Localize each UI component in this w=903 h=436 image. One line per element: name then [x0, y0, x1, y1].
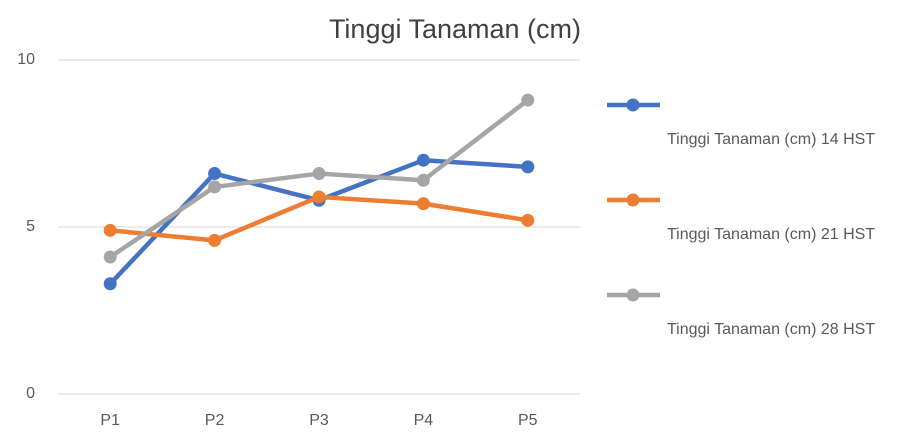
x-tick-label: P1 [100, 412, 120, 429]
data-point [312, 167, 326, 181]
data-point [208, 167, 222, 181]
legend-label: Tinggi Tanaman (cm) 28 HST [667, 321, 876, 338]
data-point [416, 173, 430, 187]
data-point [103, 277, 117, 291]
data-point [103, 223, 117, 237]
x-tick-label: P5 [518, 412, 538, 429]
data-point [521, 93, 535, 107]
x-tick-label: P4 [414, 412, 434, 429]
legend-label-box: Tinggi Tanaman (cm) 14 HST [667, 131, 876, 148]
data-point [521, 160, 535, 174]
legend-label: Tinggi Tanaman (cm) 14 HST [667, 131, 876, 148]
data-point [208, 180, 222, 194]
data-point [312, 190, 326, 204]
data-point [521, 213, 535, 227]
data-point [208, 233, 222, 247]
data-point [416, 153, 430, 167]
y-tick-label: 10 [17, 51, 35, 68]
y-tick-label: 5 [26, 218, 35, 235]
legend-marker [626, 193, 640, 207]
legend-label: Tinggi Tanaman (cm) 21 HST [667, 226, 876, 243]
legend-label-box: Tinggi Tanaman (cm) 21 HST [667, 226, 876, 243]
data-point [103, 250, 117, 264]
legend-marker [626, 98, 640, 112]
data-point [416, 197, 430, 211]
legend-label-box: Tinggi Tanaman (cm) 28 HST [667, 321, 876, 338]
y-tick-label: 0 [26, 385, 35, 402]
chart-title: Tinggi Tanaman (cm) [329, 14, 581, 44]
x-tick-label: P3 [309, 412, 329, 429]
legend-marker [626, 288, 640, 302]
x-tick-label: P2 [205, 412, 225, 429]
